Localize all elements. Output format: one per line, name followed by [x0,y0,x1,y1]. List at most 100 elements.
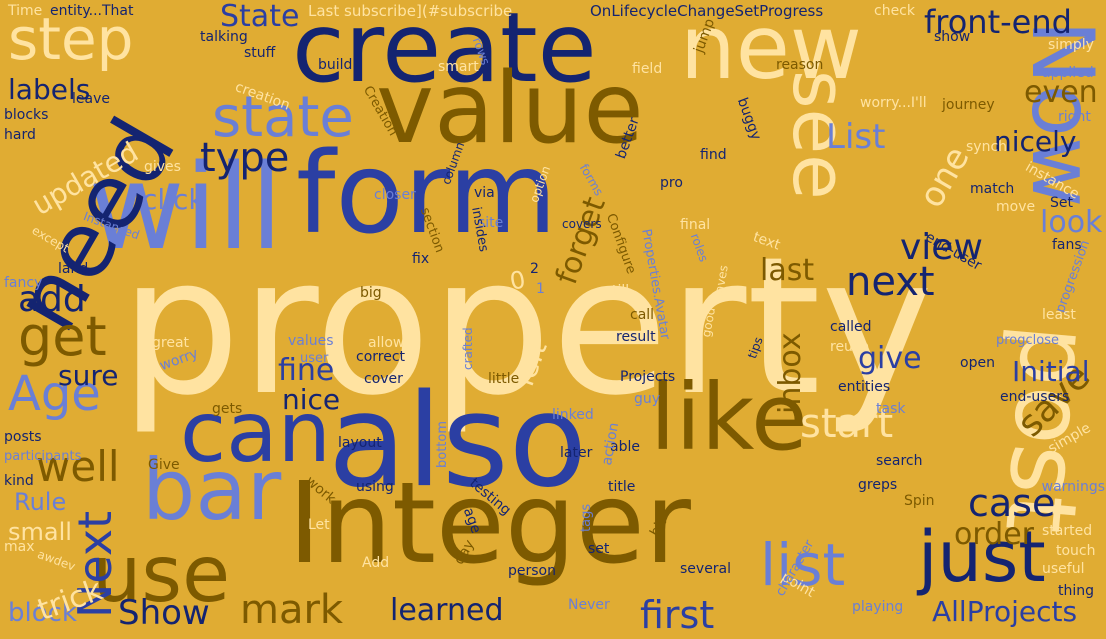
word: useful [1042,561,1085,577]
word: fancy [4,275,43,291]
word: buggy [733,95,764,143]
word: just [918,516,1046,598]
word: order [954,517,1034,552]
word: warnings [1041,479,1105,495]
word: move [996,199,1036,215]
word: talking [200,29,248,45]
word: closer [374,187,416,203]
word: via [474,185,495,201]
word: Initial [1012,355,1090,388]
word: posts [4,429,42,445]
word: worry...I'll [860,95,927,111]
word: add [18,279,86,320]
word: covers [562,217,602,231]
word: created [565,324,579,370]
word: List [826,117,886,157]
word: values [288,333,334,349]
word: task [876,401,906,417]
word: result [616,329,656,345]
word: state [212,85,354,150]
word: tags [579,503,594,532]
word: correct [356,349,406,365]
word: touch [1056,543,1096,559]
word: sure [58,359,119,392]
word: progclose [996,333,1060,348]
word: front-end [924,3,1072,41]
word: list [760,531,846,599]
word: OnLifecycleChangeSetProgress [590,2,824,20]
word: stuff [244,45,276,61]
word: small [8,518,72,546]
word: Time [8,3,43,19]
word: bottom [435,420,450,468]
word: gives [144,159,181,175]
word: get [18,305,107,368]
word: title [608,479,636,495]
word: Show [118,593,210,633]
word: site [478,215,504,231]
word: like [650,364,808,471]
word: fans [1052,237,1082,253]
word: allow [368,335,405,351]
word: fine [278,353,335,388]
word: linked [552,407,594,423]
word: least [1042,307,1076,323]
word: till [612,283,630,299]
word: gets [212,401,243,417]
word: cover [364,371,403,387]
word: Set [1050,195,1073,211]
word: leave [72,91,110,107]
word: match [970,181,1015,197]
word: property [120,216,934,437]
word: kind [4,473,34,489]
word: land [58,261,89,277]
word: simply [1048,37,1094,53]
word: show [934,29,971,45]
word: learned [390,593,504,628]
word: greps [858,477,898,493]
word: give [858,341,922,376]
word: even [1024,75,1098,110]
word: big [360,285,382,301]
word: thing [1058,583,1095,599]
word: bar [142,441,282,539]
word: Age [8,366,101,422]
word: set [588,541,610,557]
word: type [200,135,290,181]
word: block [8,598,77,628]
word: journey [942,97,995,113]
word: use [92,530,231,620]
word: later [560,445,593,461]
word: entity...That [50,3,134,19]
word: field [632,61,663,77]
word: smart [438,59,479,75]
word: guy [634,391,661,407]
word: Add [362,555,390,571]
word: layout [338,435,382,451]
word: max [4,539,35,555]
word: find [700,147,727,163]
word: little [488,371,520,387]
word: fix [412,251,430,267]
word: participants [4,449,82,464]
word: blocks [4,107,49,123]
word: can [180,383,331,481]
word: first [640,593,715,637]
word: Rule [14,488,67,516]
word: Let [308,517,330,533]
word: right [1058,109,1091,125]
word: Spin [904,493,935,509]
word: Projects [620,369,676,385]
word: inbox [773,332,808,414]
word: able [610,439,640,455]
word: Never [568,597,610,613]
word: hard [4,127,36,143]
word: great [152,335,190,351]
word: build [318,57,353,73]
word: entities [838,379,891,395]
word: final [680,217,711,233]
word: user [300,351,329,366]
word: State [220,0,300,34]
word: search [876,453,923,469]
